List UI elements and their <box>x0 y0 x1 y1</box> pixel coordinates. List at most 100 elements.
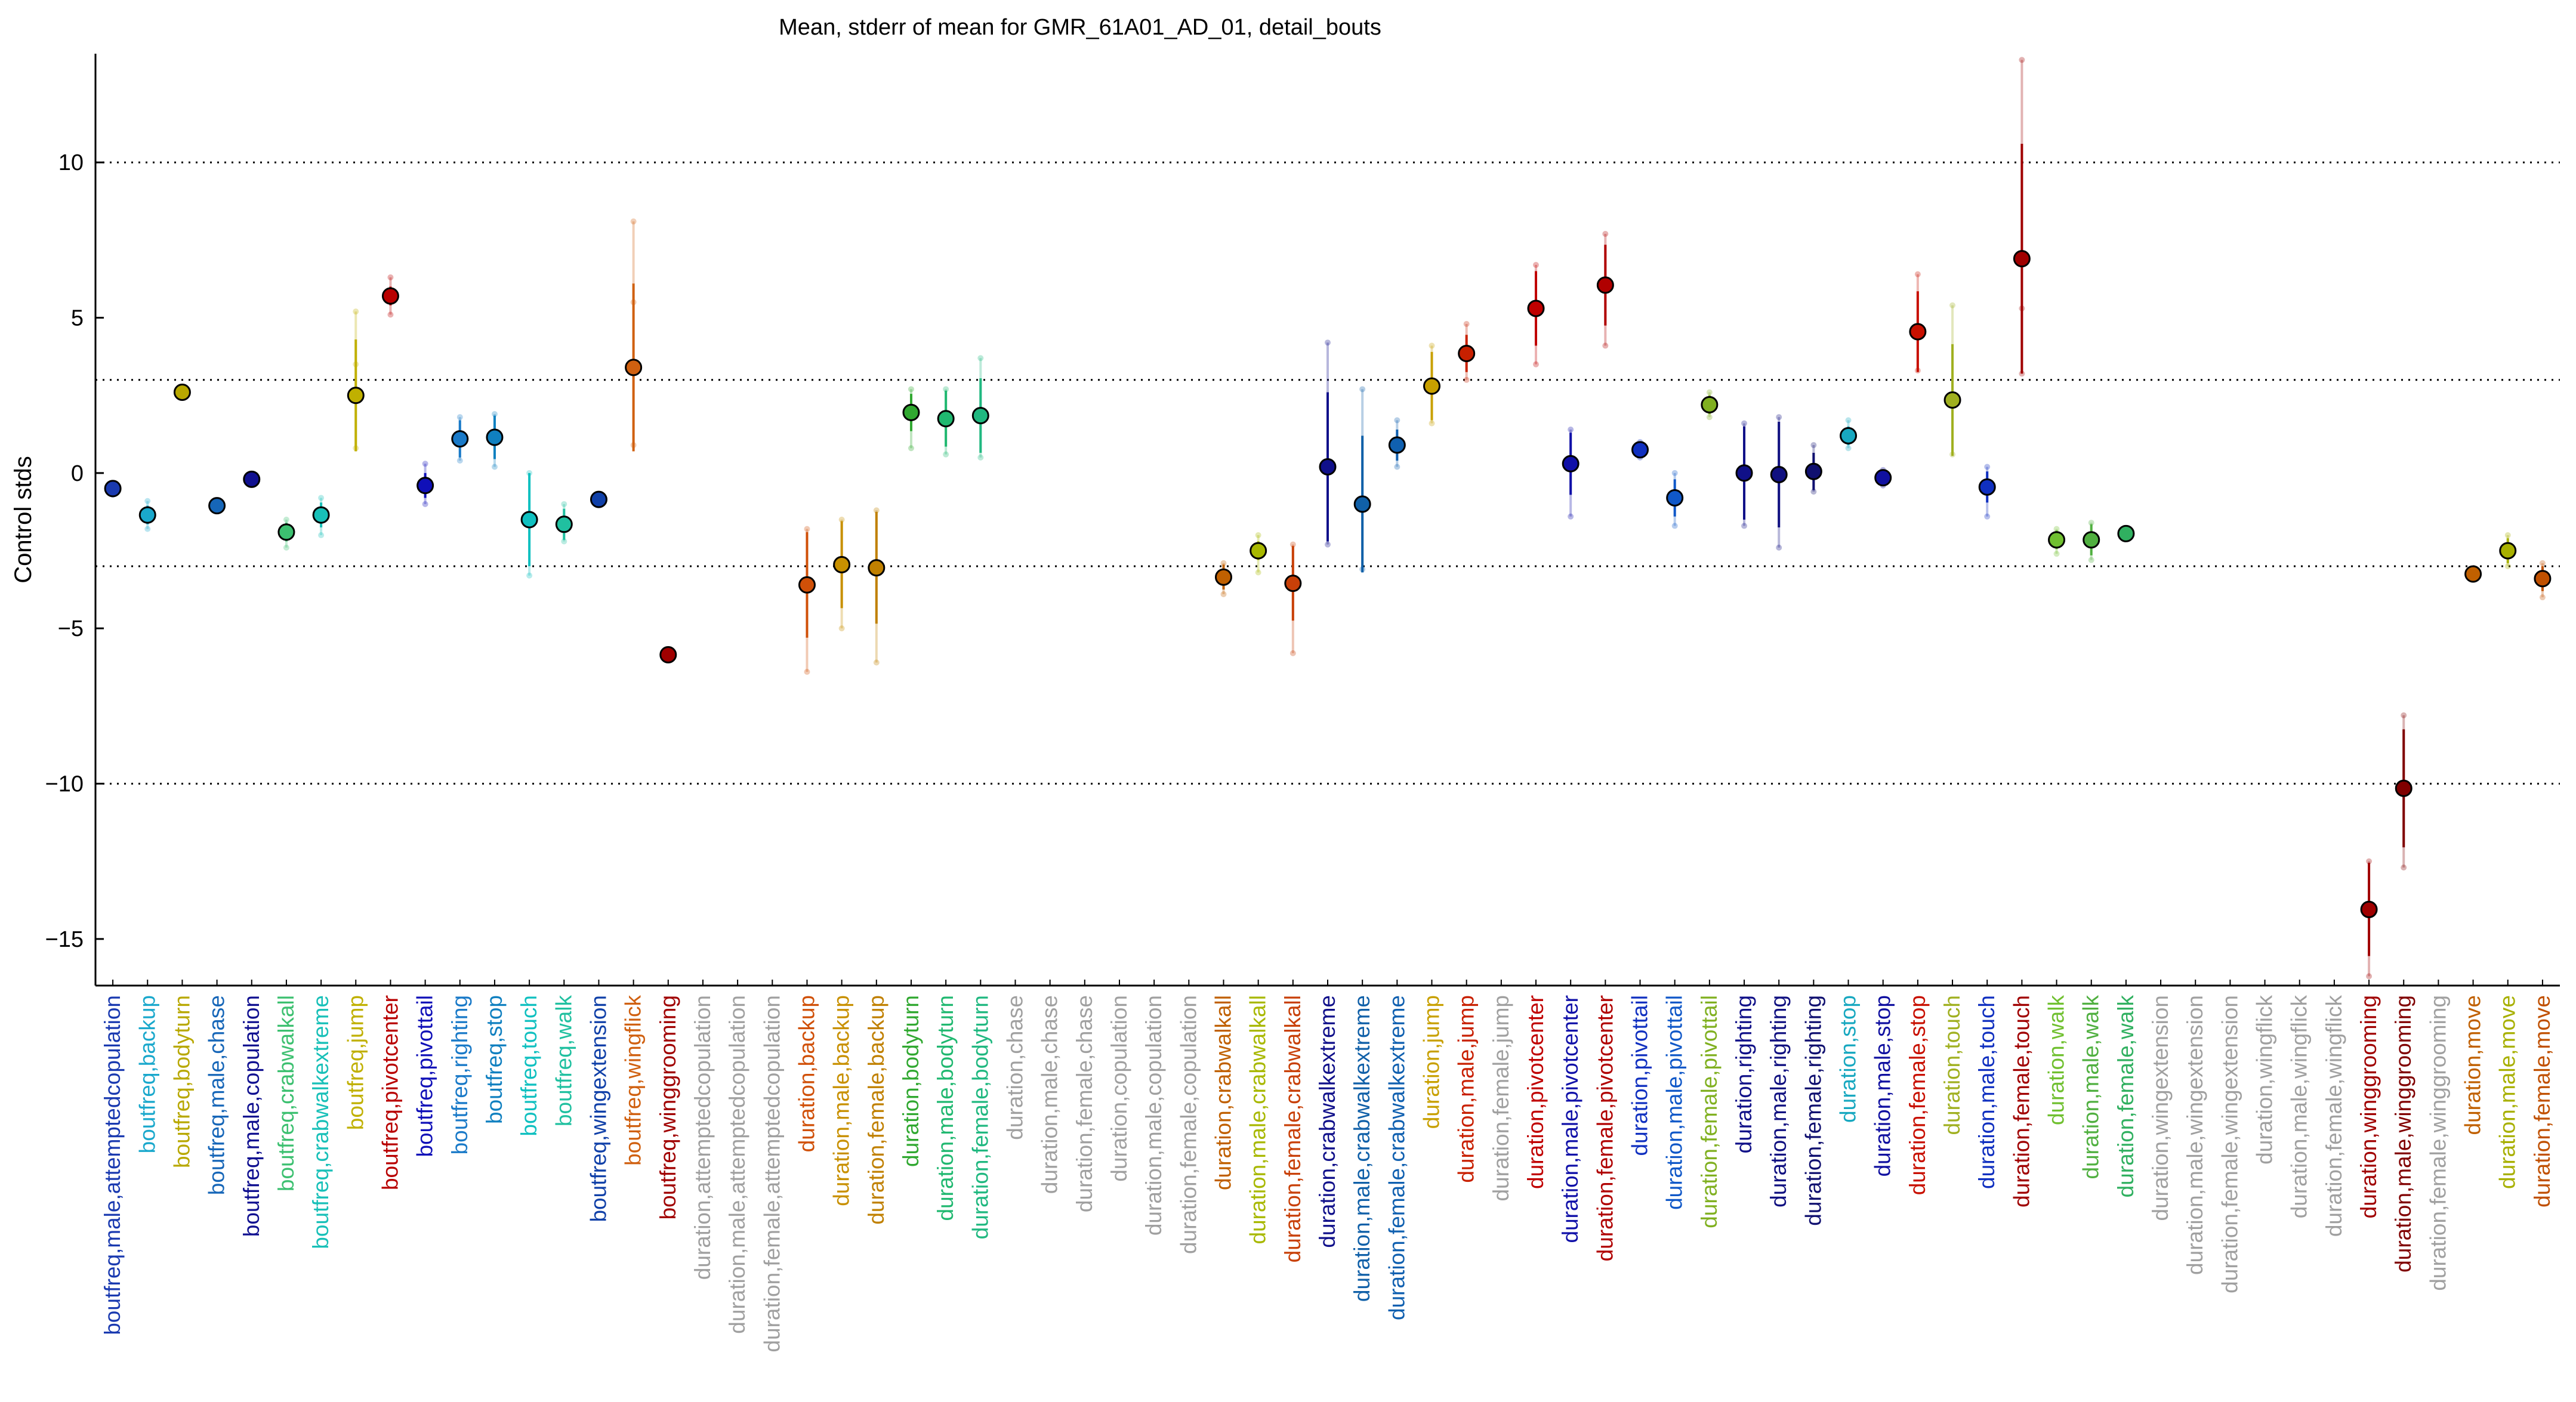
data-point-group <box>1353 386 1371 573</box>
x-tick-label: duration,male,wingflick <box>2287 995 2312 1219</box>
sample-point <box>2019 57 2025 63</box>
sample-point <box>456 458 463 464</box>
sample-point <box>2366 858 2373 864</box>
data-point-group <box>451 414 469 464</box>
y-tick-label: 5 <box>71 306 84 331</box>
sample-point <box>2053 551 2060 557</box>
mean-point <box>798 576 816 594</box>
sample-point <box>908 386 914 393</box>
mean-point <box>1840 427 1858 444</box>
data-point-group <box>520 470 538 579</box>
x-tick-label: boutfreq,touch <box>517 995 541 1137</box>
sample-point <box>1984 464 1991 470</box>
mean-point <box>1423 377 1441 395</box>
mean-point <box>1388 436 1406 454</box>
x-tick-label: boutfreq,wingflick <box>621 995 646 1166</box>
mean-point <box>2534 570 2552 588</box>
mean-point <box>173 384 191 402</box>
x-tick-label: boutfreq,crabwalkall <box>274 995 298 1191</box>
mean-point <box>1527 299 1545 317</box>
mean-point <box>1978 478 1996 496</box>
mean-point <box>625 359 643 376</box>
sample-point <box>1533 361 1540 368</box>
x-tick-label: boutfreq,jump <box>343 995 368 1130</box>
sample-point <box>1949 302 1956 308</box>
sample-point <box>1810 442 1817 449</box>
sample-point <box>943 451 949 458</box>
mean-point <box>1943 391 1961 409</box>
x-tick-label: duration,righting <box>1732 995 1756 1153</box>
x-tick-label: duration,chase <box>1002 995 1027 1140</box>
x-tick-label: duration,male,chase <box>1038 995 1062 1194</box>
x-tick-label: duration,female,wingflick <box>2322 995 2346 1237</box>
sample-point <box>318 532 325 539</box>
sample-point <box>1394 464 1400 470</box>
data-point-group <box>1735 420 1753 529</box>
x-tick-label: duration,crabwalkextreme <box>1315 995 1340 1248</box>
data-point-group <box>2117 524 2135 542</box>
data-point-group <box>1250 532 1267 576</box>
mean-point <box>2117 524 2135 542</box>
data-point-group <box>1943 302 1961 458</box>
sample-point <box>1289 541 1296 548</box>
mean-point <box>1735 464 1753 482</box>
mean-point <box>971 407 989 425</box>
mean-point <box>1770 466 1788 484</box>
mean-point <box>243 470 261 488</box>
data-point-group <box>208 497 226 515</box>
sample-point <box>283 544 289 551</box>
y-tick-label: −10 <box>45 772 84 797</box>
x-tick-label: boutfreq,male,attemptedcopulation <box>100 995 125 1335</box>
data-point-group <box>2048 526 2066 557</box>
sample-point <box>144 498 151 504</box>
x-tick-label: duration,bodyturn <box>899 995 923 1167</box>
mean-point <box>1250 542 1267 560</box>
x-tick-label: duration,male,walk <box>2079 995 2103 1179</box>
x-tick-label: duration,female,stop <box>1905 995 1930 1195</box>
data-point-group <box>417 461 434 507</box>
x-tick-label: duration,female,attemptedcopulation <box>760 995 784 1352</box>
data-point-group <box>486 410 504 470</box>
mean-point <box>833 555 851 573</box>
data-point-group <box>798 526 816 675</box>
data-point-group <box>1666 470 1684 529</box>
x-tick-label: duration,female,bodyturn <box>968 995 992 1239</box>
mean-point <box>902 403 920 421</box>
x-tick-label: duration,female,righting <box>1801 995 1825 1226</box>
mean-point <box>1701 396 1719 413</box>
x-tick-label: duration,male,stop <box>1871 995 1895 1176</box>
sample-point <box>2366 973 2373 980</box>
sample-point <box>1776 544 1782 551</box>
data-point-group <box>104 480 122 498</box>
x-tick-label: duration,jump <box>1420 995 1444 1129</box>
sample-point <box>873 507 880 514</box>
data-point-group <box>381 274 399 318</box>
sample-point <box>283 517 289 523</box>
y-tick-label: 0 <box>71 461 84 486</box>
x-tick-label: boutfreq,righting <box>448 995 472 1154</box>
data-point-group <box>625 218 643 452</box>
mean-point <box>1631 441 1649 459</box>
sample-point <box>943 386 949 393</box>
data-point-group <box>1804 442 1822 495</box>
data-marks <box>104 57 2552 980</box>
mean-point <box>590 490 607 508</box>
mean-point <box>2360 900 2378 918</box>
sample-point <box>491 464 498 470</box>
data-point-group <box>833 517 851 632</box>
x-tick-label: boutfreq,winggrooming <box>656 995 680 1219</box>
mean-point <box>555 515 573 533</box>
sample-point <box>1255 532 1261 539</box>
sample-point <box>144 526 151 532</box>
mean-point <box>1874 469 1892 487</box>
sample-point <box>804 669 810 675</box>
sample-point <box>1325 339 1331 346</box>
mean-point <box>486 428 504 446</box>
mean-point <box>1666 489 1684 507</box>
sample-point <box>387 274 394 280</box>
sample-point <box>977 454 984 461</box>
sample-point <box>456 414 463 421</box>
chart-title: Mean, stderr of mean for GMR_61A01_AD_01… <box>779 15 1381 40</box>
sample-point <box>1325 541 1331 548</box>
sample-point <box>2504 563 2511 570</box>
